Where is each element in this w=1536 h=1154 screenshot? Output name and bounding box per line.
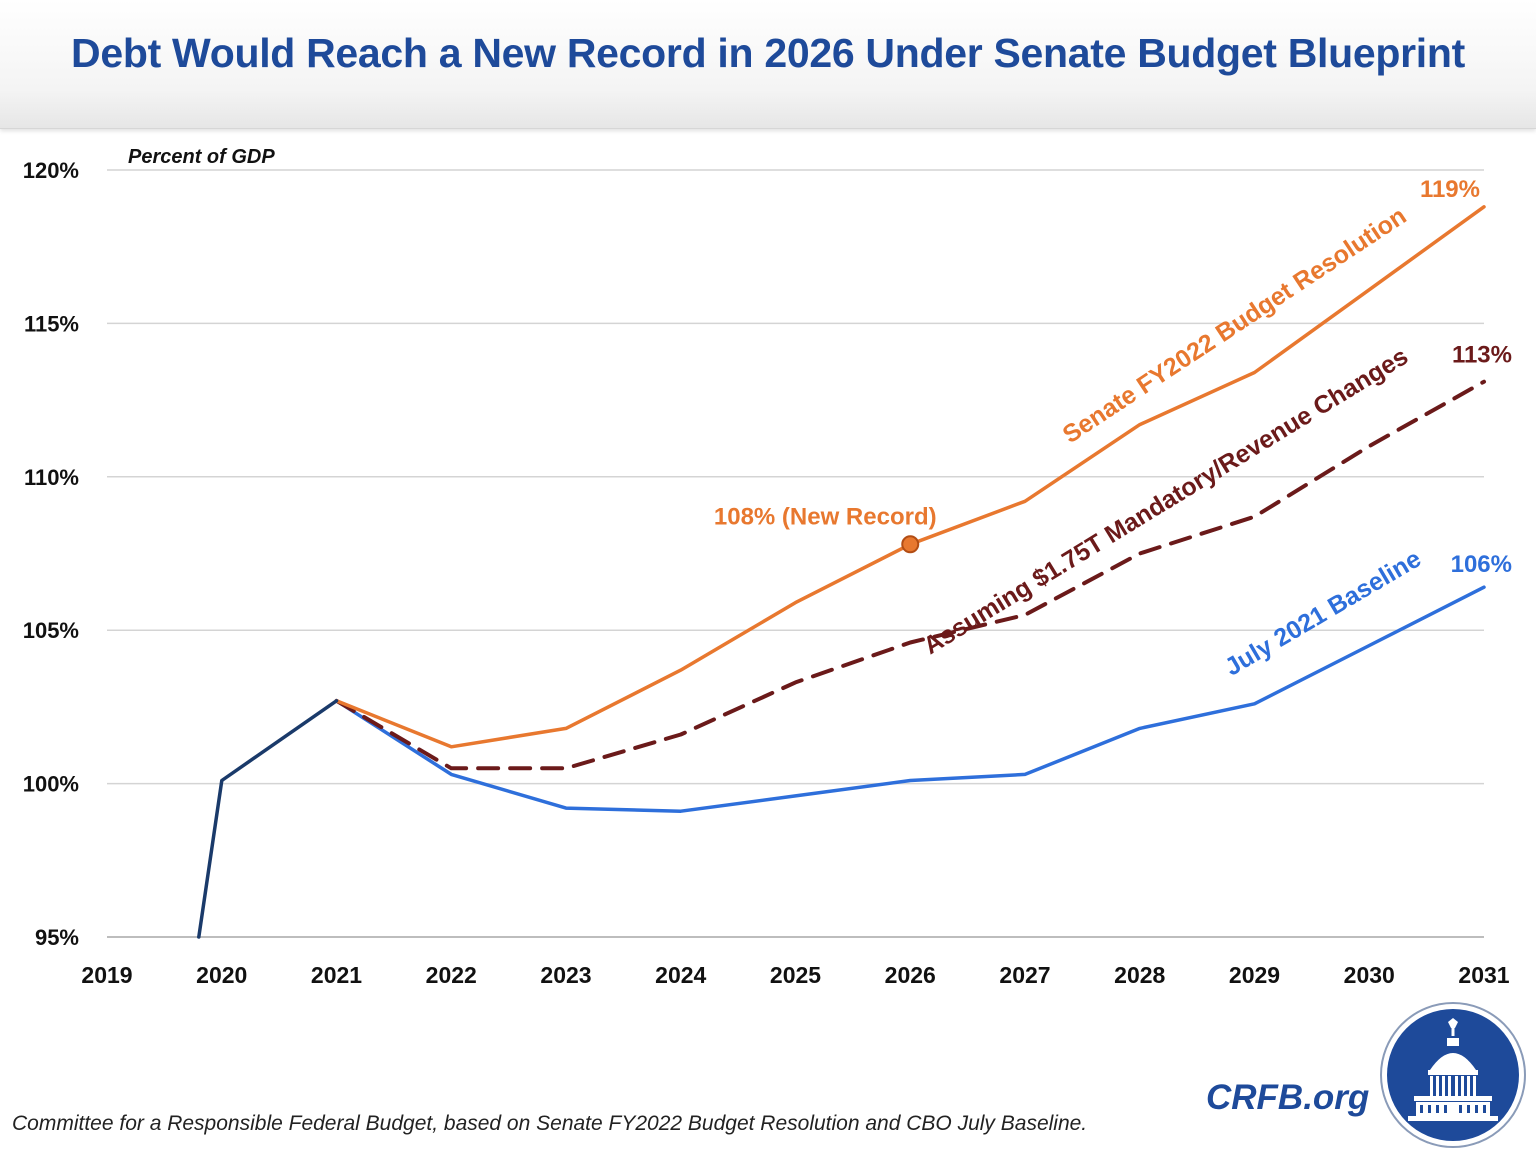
title-bar (0, 0, 1536, 129)
record-marker (901, 535, 920, 554)
y-axis-label: Percent of GDP (128, 146, 275, 168)
y-tick-label: 95% (35, 925, 79, 950)
record-label: 108% (New Record) (714, 503, 937, 530)
series-line-history (197, 699, 339, 939)
series-label-0: Senate FY2022 Budget Resolution (1058, 202, 1412, 449)
x-tick-label: 2027 (999, 962, 1050, 988)
x-tick-label: 2023 (540, 962, 591, 988)
series-line-july-2021-baseline (334, 585, 1486, 813)
series-line-assuming-1-75t-mandatory-revenue-changes (334, 379, 1486, 771)
y-tick-label: 100% (23, 772, 79, 797)
mandatory-end-label: 113% (1452, 342, 1512, 369)
senate-end-label: 119% (1420, 176, 1480, 203)
x-tick-label: 2024 (655, 962, 706, 988)
x-tick-label: 2020 (196, 962, 247, 988)
x-tick-label: 2029 (1229, 962, 1280, 988)
x-tick-label: 2022 (426, 962, 477, 988)
y-tick-label: 105% (23, 618, 79, 643)
capitol-dome-icon (1380, 1002, 1526, 1148)
y-tick-label: 120% (23, 158, 79, 183)
x-tick-label: 2025 (770, 962, 821, 988)
x-tick-label: 2026 (885, 962, 936, 988)
source-note: Committee for a Responsible Federal Budg… (12, 1112, 1088, 1135)
debt-line-chart: 95% 100% 105% 110% 115% 120% 2019 2020 2021 2022 2… (23, 146, 1512, 988)
y-tick-label: 110% (24, 465, 79, 490)
x-tick-label: 2028 (1114, 962, 1165, 988)
x-tick-label: 2030 (1344, 962, 1395, 988)
y-tick-label: 115% (24, 311, 79, 336)
x-tick-label: 2021 (311, 962, 362, 988)
x-tick-label: 2031 (1458, 962, 1509, 988)
series-label-2: July 2021 Baseline (1220, 545, 1426, 682)
chart-title: Debt Would Reach a New Record in 2026 Un… (71, 30, 1465, 76)
x-tick-label: 2019 (81, 962, 132, 988)
baseline-end-label: 106% (1451, 551, 1512, 578)
brand-link[interactable]: CRFB.org (1206, 1078, 1370, 1117)
